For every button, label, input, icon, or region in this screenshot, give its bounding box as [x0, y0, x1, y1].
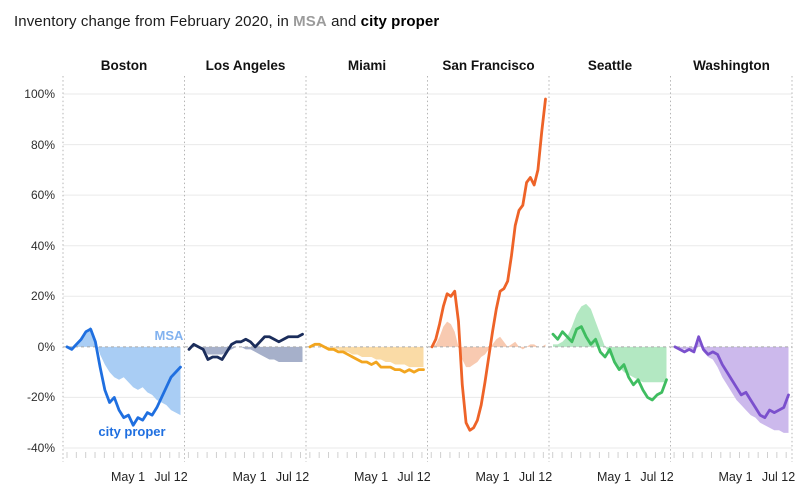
- x-tick-jul12-boston: Jul 12: [154, 470, 188, 484]
- x-tick-jul12-san-francisco: Jul 12: [518, 470, 553, 484]
- x-tick-may1-washington: May 1: [718, 470, 753, 484]
- panel-washington: Washington May 1 Jul 12: [670, 58, 796, 494]
- panel-chart-miami: [306, 342, 428, 374]
- chart-title-msa: MSA: [293, 13, 327, 30]
- panel-title-boston: Boston: [100, 58, 148, 73]
- panel-chart-seattle: [549, 303, 671, 402]
- panel-title-miami: Miami: [347, 58, 387, 73]
- x-tick-may1-seattle: May 1: [596, 470, 632, 484]
- panel-los-angeles: Los Angeles May 1 Jul 12: [184, 58, 310, 494]
- y-tick-0: 0%: [37, 340, 55, 354]
- panel-miami: Miami May 1 Jul 12: [306, 58, 431, 494]
- x-tick-may1-boston: May 1: [110, 470, 146, 484]
- panel-chart-los-angeles: [184, 332, 306, 363]
- panel-san-francisco: San Francisco May 1 Jul 12: [427, 58, 553, 494]
- panel-title-washington: Washington: [693, 58, 770, 73]
- y-tick-neg20: -20%: [26, 390, 55, 404]
- panel-seattle: Seattle May 1 Jul 12: [549, 58, 674, 494]
- city-proper-series-label: city proper: [98, 424, 166, 439]
- y-tick-100: 100%: [24, 87, 55, 101]
- x-tick-jul12-washington: Jul 12: [761, 470, 796, 484]
- panel-title-los-angeles: Los Angeles: [205, 58, 286, 73]
- chart-title: Inventory change from February 2020, in …: [14, 13, 439, 30]
- chart-title-city-proper: city proper: [360, 13, 440, 30]
- panel-title-seattle: Seattle: [587, 58, 633, 73]
- y-tick-40: 40%: [30, 239, 55, 253]
- chart-title-and: and: [326, 13, 361, 30]
- y-tick-20: 20%: [30, 289, 55, 303]
- panel-boston: Boston MSA city proper May 1 Jul 12: [63, 58, 188, 494]
- x-tick-jul12-los-angeles: Jul 12: [275, 470, 310, 484]
- panel-chart-washington: [670, 335, 792, 433]
- msa-series-label: MSA: [154, 328, 184, 343]
- panel-chart-boston: [63, 326, 185, 427]
- panel-chart-san-francisco: [427, 97, 549, 432]
- x-tick-may1-los-angeles: May 1: [232, 470, 267, 484]
- y-tick-neg40: -40%: [26, 441, 55, 455]
- panel-title-san-francisco: San Francisco: [442, 58, 535, 73]
- x-tick-may1-miami: May 1: [353, 470, 389, 484]
- x-tick-may1-san-francisco: May 1: [475, 470, 510, 484]
- chart-title-prefix: Inventory change from February 2020, in: [14, 13, 294, 30]
- y-tick-60: 60%: [30, 188, 55, 202]
- y-tick-80: 80%: [30, 138, 55, 152]
- x-tick-jul12-seattle: Jul 12: [640, 470, 674, 484]
- x-tick-jul12-miami: Jul 12: [397, 470, 431, 484]
